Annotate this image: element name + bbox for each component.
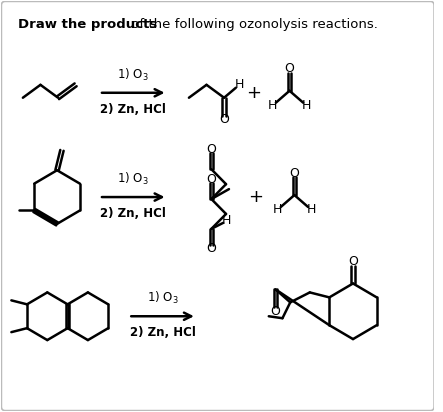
Text: O: O bbox=[289, 167, 299, 180]
Text: 2) Zn, HCl: 2) Zn, HCl bbox=[130, 326, 195, 339]
Text: H: H bbox=[222, 214, 231, 227]
Text: Draw the products: Draw the products bbox=[18, 18, 157, 31]
FancyBboxPatch shape bbox=[1, 1, 434, 411]
Text: H: H bbox=[301, 99, 311, 112]
Text: 2) Zn, HCl: 2) Zn, HCl bbox=[100, 207, 166, 220]
Text: O: O bbox=[219, 113, 229, 126]
Text: 1) O$_3$: 1) O$_3$ bbox=[147, 290, 179, 306]
Text: O: O bbox=[206, 242, 216, 255]
Text: O: O bbox=[348, 255, 358, 268]
Text: of the following ozonolysis reactions.: of the following ozonolysis reactions. bbox=[128, 18, 378, 31]
Text: H: H bbox=[306, 204, 316, 216]
Text: H: H bbox=[235, 78, 245, 91]
Text: O: O bbox=[206, 173, 216, 186]
Text: 2) Zn, HCl: 2) Zn, HCl bbox=[100, 103, 166, 116]
Text: 1) O$_3$: 1) O$_3$ bbox=[117, 67, 149, 83]
Text: O: O bbox=[284, 63, 295, 75]
Text: H: H bbox=[273, 204, 283, 216]
Text: O: O bbox=[271, 305, 280, 318]
Text: H: H bbox=[268, 99, 278, 112]
Text: 1) O$_3$: 1) O$_3$ bbox=[117, 171, 149, 187]
Text: O: O bbox=[206, 143, 216, 156]
Text: +: + bbox=[248, 188, 263, 206]
Text: +: + bbox=[246, 84, 261, 102]
